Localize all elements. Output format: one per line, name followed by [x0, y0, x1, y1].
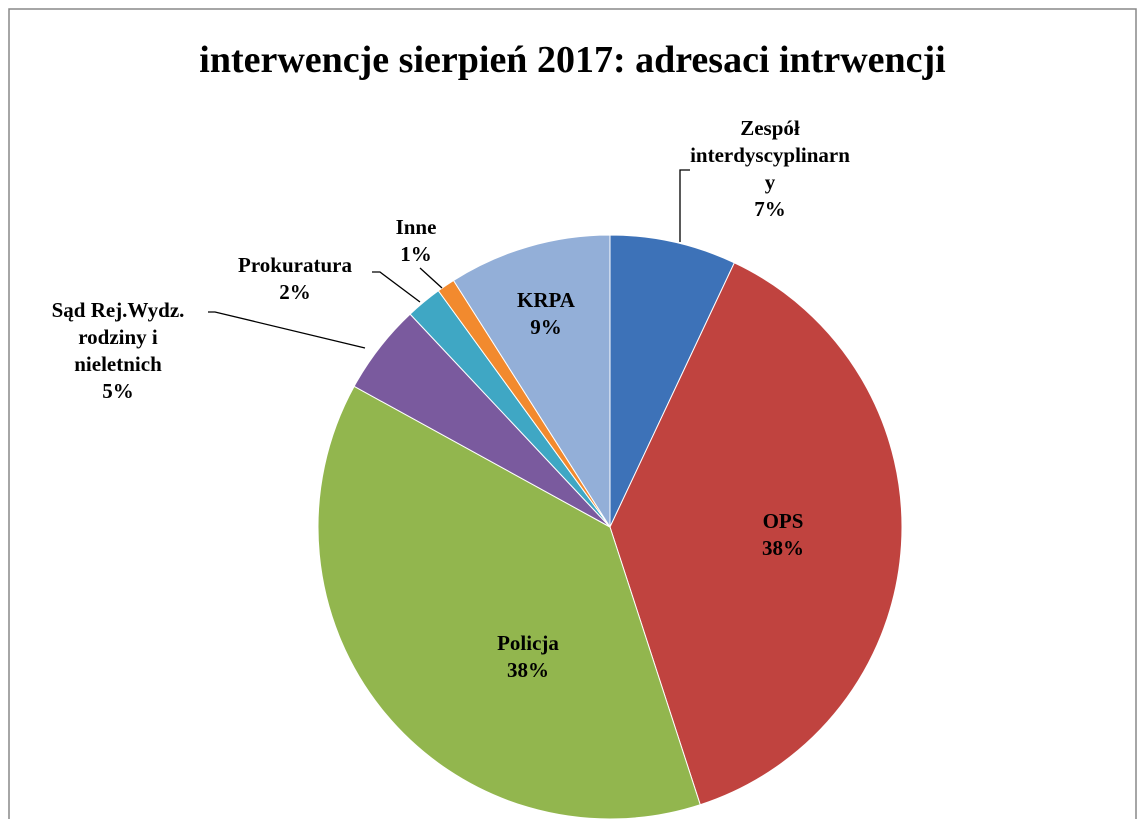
category-label: KRPA: [517, 288, 575, 312]
category-label: Inne: [395, 215, 437, 239]
data-label: OPS 38%: [703, 508, 863, 562]
chart-title: interwencje sierpień 2017: adresaci intr…: [199, 39, 946, 81]
chart-border: [8, 8, 1137, 819]
leader-line: [372, 271, 421, 303]
value-label: 5%: [102, 379, 134, 403]
data-label: Inne 1%: [366, 214, 466, 268]
value-label: 9%: [530, 315, 562, 339]
leader-line: [419, 267, 443, 289]
category-label: Policja: [497, 631, 559, 655]
value-label: 1%: [400, 242, 432, 266]
value-label: 38%: [507, 658, 549, 682]
data-label: KRPA 9%: [486, 287, 606, 341]
data-label: Zespół interdyscyplinarny 7%: [690, 115, 850, 223]
value-label: 2%: [279, 280, 311, 304]
leader-line: [679, 169, 690, 242]
leader-line: [208, 311, 366, 349]
data-label: Sąd Rej.Wydz. rodziny i nieletnich 5%: [33, 297, 203, 405]
pie-slice: [609, 234, 735, 528]
category-label: Prokuratura: [238, 253, 352, 277]
value-label: 7%: [754, 197, 786, 221]
pie-slice: [609, 262, 903, 806]
data-label: Prokuratura 2%: [215, 252, 375, 306]
slices: [317, 234, 903, 819]
pie-slice: [452, 234, 611, 529]
leader-lines: [208, 169, 690, 349]
value-label: 38%: [762, 536, 804, 560]
data-label: Policja 38%: [448, 630, 608, 684]
category-label: Sąd Rej.Wydz. rodziny i nieletnich: [51, 298, 185, 376]
category-label: OPS: [762, 509, 804, 533]
category-label: Zespół interdyscyplinarny: [690, 116, 850, 194]
